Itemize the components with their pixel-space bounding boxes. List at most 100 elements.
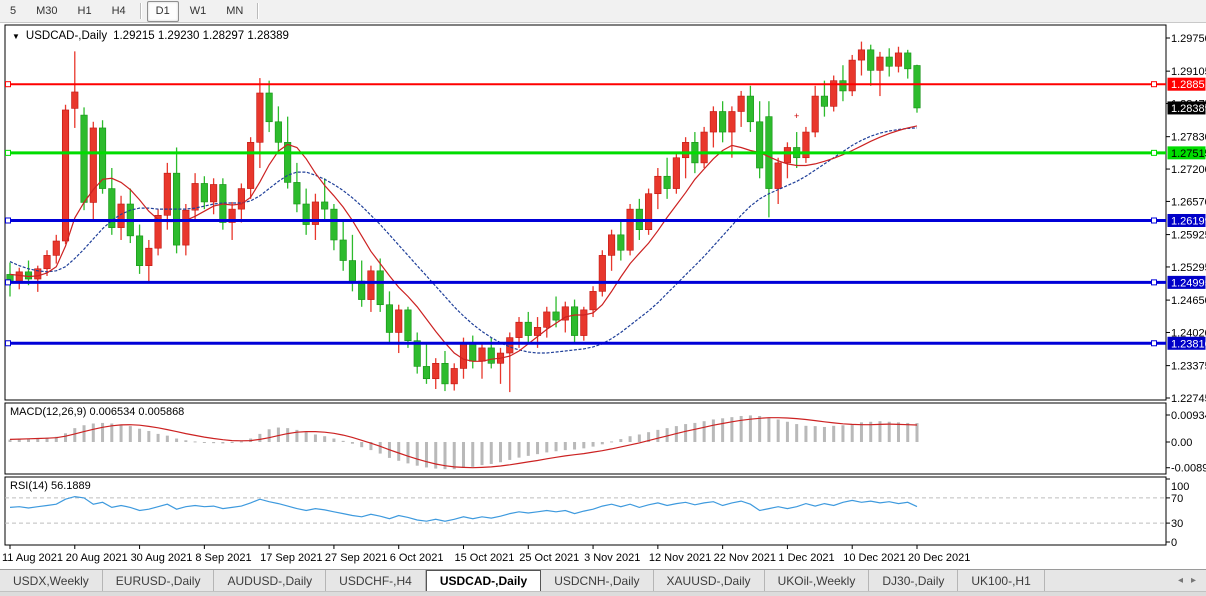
- date-label: 25 Oct 2021: [519, 552, 579, 564]
- candle-body: [876, 56, 884, 71]
- macd-bar: [165, 435, 169, 442]
- macd-bar: [350, 442, 354, 444]
- price-axis-label: 1.24650: [1171, 295, 1206, 307]
- macd-bar: [637, 434, 641, 442]
- timeframe-button-w1[interactable]: W1: [189, 4, 207, 17]
- tab-scroll-right-icon[interactable]: ▸: [1190, 575, 1196, 586]
- tab-xauusd-daily[interactable]: XAUUSD-,Daily: [654, 570, 765, 591]
- macd-bar: [628, 436, 632, 442]
- macd-axis-label: 0.009345: [1171, 410, 1206, 422]
- candle-body: [561, 306, 569, 321]
- candle-body: [395, 309, 403, 333]
- date-label: 30 Aug 2021: [131, 552, 193, 564]
- macd-bar: [424, 442, 428, 468]
- candle-body: [422, 366, 431, 380]
- timeframe-button-d1[interactable]: D1: [146, 0, 179, 22]
- hline-layer[interactable]: [5, 81, 1166, 347]
- candle-body: [413, 340, 421, 367]
- tab-eurusd-daily[interactable]: EURUSD-,Daily: [103, 570, 215, 591]
- macd-bar: [554, 442, 558, 452]
- svg-text:1.23810: 1.23810: [1171, 338, 1206, 350]
- macd-signal-line: [9, 417, 918, 469]
- candle-body: [136, 235, 144, 266]
- cross-marker[interactable]: +: [794, 111, 799, 121]
- candle-body: [811, 95, 819, 133]
- level-price-badge: 1.27515: [1167, 146, 1206, 160]
- candle-body: [24, 271, 33, 280]
- date-label: 17 Sep 2021: [260, 552, 322, 564]
- tab-usdcnh-daily[interactable]: USDCNH-,Daily: [541, 570, 654, 591]
- macd-bar: [471, 442, 475, 467]
- macd-bar: [82, 425, 86, 442]
- macd-bar: [91, 423, 95, 442]
- tab-audusd-daily[interactable]: AUDUSD-,Daily: [214, 570, 327, 591]
- toolbar-separator: [257, 3, 260, 19]
- candle-body: [210, 184, 218, 203]
- timeframe-button-mn[interactable]: MN: [226, 4, 244, 17]
- candle-body: [274, 121, 282, 143]
- line-handle: [5, 217, 11, 224]
- candle-body: [469, 342, 477, 362]
- candle-body: [719, 111, 727, 133]
- candle-body: [321, 201, 329, 210]
- tab-uk100-h1[interactable]: UK100-,H1: [958, 570, 1045, 591]
- macd-bar: [341, 440, 345, 442]
- candle-body: [580, 309, 588, 336]
- candle-body: [145, 247, 153, 266]
- rsi-axis-label: 0: [1171, 537, 1177, 549]
- date-label: 1 Dec 2021: [778, 552, 834, 564]
- price-axis-label: 1.27200: [1171, 164, 1206, 176]
- macd-bar: [526, 442, 530, 456]
- line-handle: [1151, 217, 1157, 224]
- macd-bar: [295, 429, 299, 442]
- line-handle: [5, 81, 11, 88]
- tab-usdchf-h4[interactable]: USDCHF-,H4: [326, 570, 426, 591]
- candle-body: [802, 131, 810, 159]
- timeframe-button-h4[interactable]: H4: [111, 4, 126, 17]
- timeframe-button-h1[interactable]: H1: [77, 4, 92, 17]
- macd-indicator-label: MACD(12,26,9) 0.006534 0.005868: [10, 406, 184, 418]
- chart-dropdown-icon[interactable]: ▼: [12, 31, 20, 41]
- macd-bar: [184, 440, 188, 442]
- macd-bar: [767, 417, 771, 442]
- macd-bar: [313, 434, 317, 442]
- tab-usdx-weekly[interactable]: USDX,Weekly: [0, 570, 103, 591]
- candle-body: [200, 183, 208, 203]
- candle-body: [839, 80, 847, 92]
- candle-body: [608, 234, 616, 256]
- candle-body: [228, 208, 236, 223]
- line-handle: [1151, 81, 1157, 88]
- svg-text:1.24995: 1.24995: [1171, 277, 1206, 289]
- candle-body: [61, 109, 70, 242]
- timeframe-button-m5[interactable]: 5: [10, 4, 17, 17]
- macd-bar: [45, 437, 49, 442]
- macd-bar: [684, 424, 688, 442]
- candle-body: [404, 309, 412, 341]
- date-label: 12 Nov 2021: [649, 552, 711, 564]
- tab-scroll-arrows: ◂ ▸: [1168, 570, 1206, 591]
- current-price-badge: 1.28389: [1167, 101, 1206, 115]
- tab-scroll-left-icon[interactable]: ◂: [1177, 575, 1183, 586]
- price-axis-label: 1.24020: [1171, 327, 1206, 339]
- timeframe-button-m30[interactable]: M30: [36, 4, 58, 17]
- price-chart-canvas[interactable]: 1.297501.291051.284751.278301.272001.265…: [0, 23, 1206, 569]
- macd-bar: [896, 422, 900, 442]
- svg-text:1.26199: 1.26199: [1171, 215, 1206, 227]
- tab-usdcad-daily[interactable]: USDCAD-,Daily: [425, 570, 542, 591]
- macd-bar: [813, 426, 817, 442]
- rsi-name: RSI(14): [10, 480, 48, 492]
- rsi-line: [9, 495, 918, 522]
- macd-bar: [915, 423, 919, 442]
- macd-bar: [461, 442, 465, 469]
- macd-bar: [730, 417, 734, 442]
- candle-body: [432, 363, 440, 380]
- rsi-axis-label: 100: [1171, 481, 1189, 493]
- macd-bar: [332, 438, 336, 442]
- tab-ukoil-weekly[interactable]: UKOil-,Weekly: [765, 570, 870, 591]
- macd-bar: [221, 442, 225, 444]
- candle-body: [617, 234, 625, 251]
- tab-dj30-daily[interactable]: DJ30-,Daily: [869, 570, 959, 591]
- candle-body: [34, 268, 42, 280]
- rsi-axis-label: 30: [1171, 518, 1183, 530]
